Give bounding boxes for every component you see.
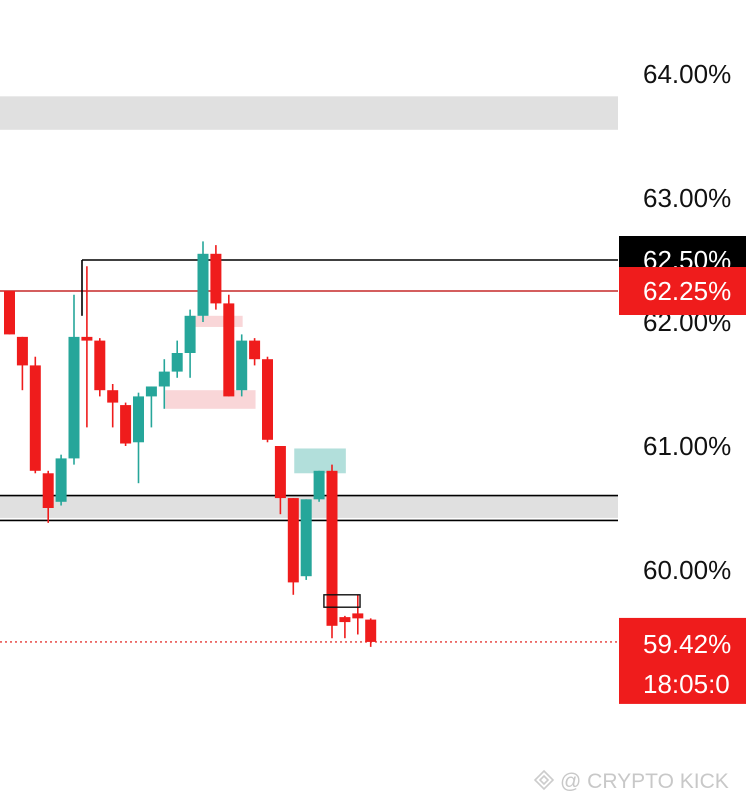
candle-body [197,253,209,316]
candle [55,454,67,506]
candle [210,245,222,310]
candle [81,266,93,428]
axis-tick-label: 64.00% [643,59,731,89]
candle [133,392,144,484]
candle [107,384,119,428]
horizontal-lines-layer [0,259,618,643]
price-tag-bg [619,267,746,315]
candle-body [171,353,183,372]
candle-body [16,336,28,366]
candle [300,499,312,580]
watermark-text: @ CRYPTO KICK [560,770,729,793]
candle-body [107,390,119,403]
candle-body [300,499,312,577]
axis-tick-label: 63.00% [643,183,731,213]
candle-body [352,613,364,619]
candle-body [133,396,144,443]
candle [197,241,209,322]
price-axis[interactable]: 64.00%63.00%62.00%61.00%60.00%59.00% [643,59,731,709]
candle-body [42,473,54,508]
candle-body [249,340,261,360]
candle [145,386,157,428]
candle-body [55,458,67,502]
candle [274,446,286,515]
candle-body [365,619,377,642]
candle-body [210,253,222,304]
binance-logo-icon [533,769,555,791]
candle-body [313,470,325,500]
candle-body [287,498,299,583]
candle [339,615,351,639]
price-tags-layer: 62.50%62.25%59.42%18:05:0 [619,236,746,704]
zone-rect [294,448,346,474]
candle [68,294,80,465]
candle [94,338,106,397]
price-tag: 62.25% [619,267,746,315]
watermark: @ CRYPTO KICK [533,769,729,793]
box-annotation [323,594,361,608]
candle-body [145,386,157,397]
candle [365,618,377,647]
candle-body [81,336,93,341]
current-price-label: 59.42% [643,629,731,659]
candle [262,356,273,443]
candle [352,594,364,635]
candle [184,309,196,378]
candle-body [94,340,106,391]
candle [4,291,15,335]
candle-body [326,470,338,626]
candle [236,334,248,397]
candle-body [68,336,80,459]
zone-rect [0,96,618,130]
candle [158,359,170,409]
candle [29,356,41,474]
candle [16,336,28,391]
candle [120,402,132,446]
countdown-timer-label: 18:05:0 [643,669,730,699]
candle [171,340,183,378]
annotation-layer [323,594,361,608]
candle-body [29,365,41,471]
candle-body [339,617,351,623]
candle-body [274,446,286,499]
candle [42,470,54,523]
axis-tick-label: 61.00% [643,431,731,461]
candle-body [4,291,15,335]
candle-body [262,359,273,440]
candle [249,338,261,366]
candle [326,464,338,639]
candle [313,470,325,502]
candle-body [236,340,248,391]
candle-body [184,315,196,353]
candles-layer [4,241,377,647]
current-price-tag: 59.42% 18:05:0 [619,617,746,704]
price-tag-label: 62.25% [643,276,731,306]
axis-tick-label: 60.00% [643,555,731,585]
candle-body [223,303,235,397]
candle-body [158,371,170,387]
zones-layer [0,96,618,518]
candle [223,294,235,397]
zone-rect [191,315,243,327]
candle [287,498,299,595]
current-price-tag-bg [619,617,746,704]
candle-body [120,405,132,444]
